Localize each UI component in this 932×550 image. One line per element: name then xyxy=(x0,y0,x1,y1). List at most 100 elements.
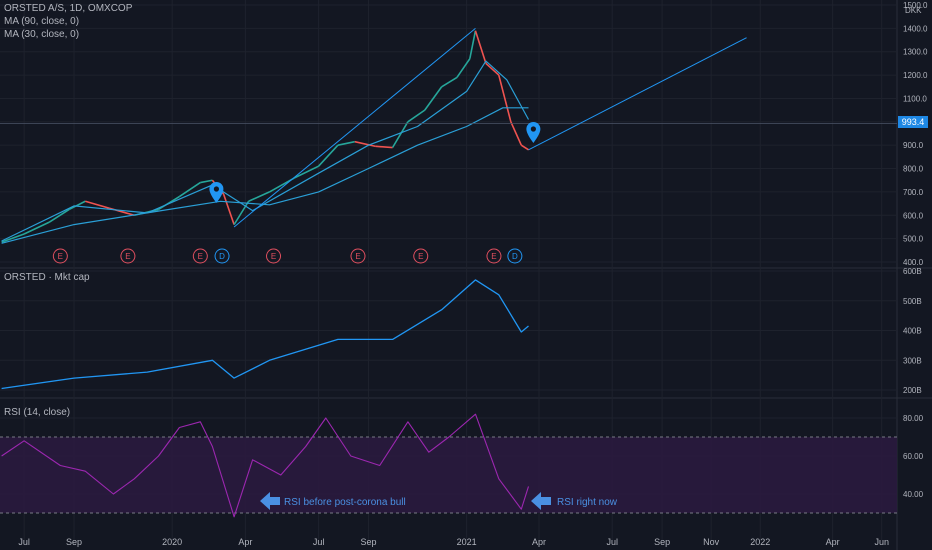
x-tick-label: Jul xyxy=(313,537,325,547)
y-tick-label: 600.0 xyxy=(903,211,924,220)
earnings-marker xyxy=(486,248,502,264)
y-tick-label: 500.0 xyxy=(903,235,924,244)
x-tick-label: Jul xyxy=(18,537,30,547)
x-tick-label: Apr xyxy=(826,537,840,547)
y-tick-label: 600B xyxy=(903,267,922,276)
rsi-title: RSI (14, close) xyxy=(4,407,71,418)
price-segment xyxy=(1,233,25,243)
price-segment xyxy=(85,200,110,210)
y-tick-label: 700.0 xyxy=(903,188,924,197)
earnings-marker xyxy=(52,248,68,264)
price-segment xyxy=(391,121,409,148)
earnings-marker xyxy=(413,248,429,264)
price-segment xyxy=(498,74,512,123)
y-tick-label: 1500.0 xyxy=(903,1,928,10)
rsi-now-note: RSI right now xyxy=(557,497,618,508)
y-tick-label: 60.00 xyxy=(903,452,924,461)
event-marker-label: E xyxy=(125,252,130,261)
event-marker-label: E xyxy=(491,252,496,261)
earnings-marker xyxy=(266,248,282,264)
price-segment xyxy=(407,109,426,123)
rsi-line xyxy=(1,413,530,518)
price-segment xyxy=(354,140,376,148)
y-tick-label: 400.0 xyxy=(903,258,924,267)
symbol-title: ORSTED A/S, 1D, OMXCOP xyxy=(4,3,133,14)
ma30-line xyxy=(1,60,530,242)
y-tick-label: 500B xyxy=(903,297,922,306)
y-tick-label: 1300.0 xyxy=(903,48,928,57)
price-segment xyxy=(248,191,270,202)
pin-markers xyxy=(209,122,551,510)
event-marker-label: E xyxy=(355,252,360,261)
price-segment xyxy=(485,62,500,76)
y-tick-label: 1100.0 xyxy=(903,94,927,103)
x-tick-label: Nov xyxy=(703,537,720,547)
earnings-marker xyxy=(192,248,208,264)
x-tick-label: Sep xyxy=(360,537,376,547)
price-segment xyxy=(222,193,235,225)
series-layer xyxy=(0,30,897,518)
mktcap-title: ORSTED · Mkt cap xyxy=(4,272,90,283)
event-marker-label: D xyxy=(219,252,225,261)
price-segment xyxy=(48,208,70,223)
current-price-tag: 993.4 xyxy=(898,116,928,128)
earnings-marker xyxy=(350,248,366,264)
price-segment xyxy=(337,140,355,146)
event-marker-label: E xyxy=(271,252,276,261)
dividend-marker xyxy=(507,248,523,264)
price-segment xyxy=(68,200,86,211)
x-tick-label: Apr xyxy=(532,537,546,547)
pin-hole xyxy=(213,186,220,192)
price-segment xyxy=(317,144,339,167)
y-tick-label: 80.00 xyxy=(903,414,924,423)
location-pin-icon xyxy=(209,182,224,203)
price-segment xyxy=(510,121,523,146)
pin-hole xyxy=(530,126,536,132)
price-segment xyxy=(520,144,529,151)
currency-label: DKK xyxy=(905,6,922,15)
trendlines xyxy=(233,27,747,228)
event-marker-label: E xyxy=(198,252,203,261)
x-tick-label: Sep xyxy=(66,537,82,547)
price-segment xyxy=(23,221,50,235)
y-tick-label: 400B xyxy=(903,327,922,336)
location-pin-icon xyxy=(526,122,541,143)
rsi-band-fill xyxy=(0,437,897,513)
price-segment xyxy=(294,165,319,179)
ma90-line xyxy=(1,107,529,244)
y-tick-label: 1400.0 xyxy=(903,24,928,33)
trendline xyxy=(528,37,747,151)
ma30-legend: MA (30, close, 0) xyxy=(4,29,80,40)
y-tick-label: 300B xyxy=(903,356,922,365)
y-tick-label: 1200.0 xyxy=(903,71,928,80)
left-arrow-icon xyxy=(531,492,551,510)
rsi-band xyxy=(0,436,897,514)
pin-shape xyxy=(209,182,224,203)
price-segment xyxy=(200,179,213,184)
x-tick-label: Jun xyxy=(874,537,889,547)
rsi-before-note: RSI before post-corona bull xyxy=(284,497,406,508)
x-tick-label: Sep xyxy=(654,537,670,547)
y-tick-label: 900.0 xyxy=(903,141,924,150)
dividend-marker xyxy=(214,248,230,264)
price-segment xyxy=(233,200,250,226)
event-marker-label: E xyxy=(58,252,63,261)
event-marker-label: E xyxy=(418,252,423,261)
mktcap-line xyxy=(1,279,529,390)
x-tick-label: 2022 xyxy=(750,537,770,547)
price-segment xyxy=(469,30,477,59)
price-segment xyxy=(424,86,443,111)
x-tick-label: 2020 xyxy=(162,537,182,547)
price-segment xyxy=(178,181,201,198)
left-arrow-icon xyxy=(260,492,280,510)
earnings-marker xyxy=(120,248,136,264)
x-tick-label: 2021 xyxy=(457,537,477,547)
x-tick-label: Apr xyxy=(238,537,252,547)
pin-shape xyxy=(526,122,541,143)
price-segment xyxy=(474,30,487,64)
x-tick-label: Jul xyxy=(606,537,618,547)
price-segment xyxy=(375,145,393,149)
y-tick-label: 200B xyxy=(903,386,922,395)
